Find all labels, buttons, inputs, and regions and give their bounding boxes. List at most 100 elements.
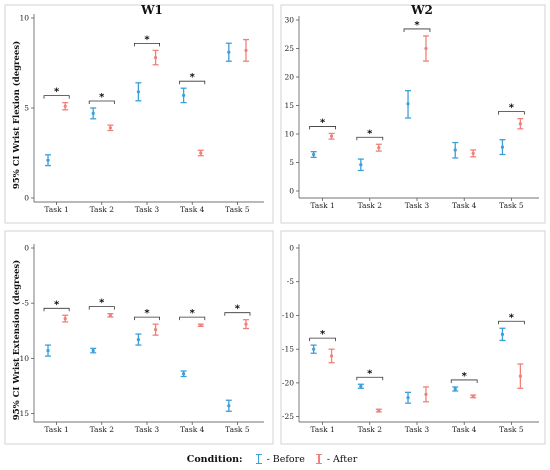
significance-bracket: *	[43, 299, 70, 312]
mean-point	[91, 111, 95, 115]
before-errorbar	[357, 383, 364, 389]
significance-star: *	[509, 312, 515, 323]
y-tick-label: -20	[282, 378, 294, 387]
x-tick-label: Task 2	[90, 425, 115, 434]
y-tick-label: -5	[287, 277, 295, 286]
mean-point	[182, 372, 186, 376]
significance-bracket: *	[134, 308, 160, 321]
before-errorbar	[499, 327, 506, 342]
significance-star: *	[414, 20, 420, 31]
mean-point	[453, 387, 457, 391]
significance-bracket: *	[88, 92, 115, 104]
significance-bracket: *	[403, 20, 431, 32]
after-errorbar	[197, 149, 204, 157]
after-errorbar	[152, 323, 159, 336]
significance-star: *	[367, 368, 373, 379]
before-errorbar	[225, 399, 232, 412]
before-errorbar	[135, 333, 142, 346]
mean-point	[377, 408, 381, 413]
mean-point	[471, 394, 475, 398]
x-tick-label: Task 3	[405, 201, 430, 210]
mean-point	[500, 145, 505, 149]
significance-bracket: *	[309, 117, 336, 130]
y-tick-label: 20	[284, 73, 294, 82]
mean-point	[518, 122, 522, 126]
mean-point	[406, 102, 410, 106]
mean-point	[244, 48, 248, 53]
chart-title: W2	[410, 3, 433, 17]
after-errorbar	[152, 49, 159, 66]
y-tick-label: -15	[282, 345, 294, 354]
significance-bracket: *	[134, 34, 160, 47]
bracket-line	[134, 316, 160, 321]
chart-panel-2: W2 0 5 10 15 20 25 30 Task 1 Task 2 Task 3 Task 4 Ta…	[280, 3, 546, 224]
x-tick-label: Task 4	[180, 425, 205, 434]
significance-bracket: *	[450, 371, 478, 383]
mean-point	[227, 50, 231, 54]
bracket-line	[356, 376, 384, 381]
significance-star: *	[190, 72, 196, 83]
after-errorbar	[470, 394, 477, 399]
mean-point	[153, 328, 158, 332]
bracket-line	[134, 43, 160, 47]
bracket-line	[309, 126, 336, 130]
after-errorbar	[422, 35, 429, 62]
before-errorbar	[45, 154, 52, 167]
after-errorbar	[517, 117, 524, 130]
before-errorbar	[452, 386, 459, 392]
after-errorbar	[197, 323, 204, 327]
bracket-line	[403, 28, 431, 32]
x-tick-label: Task 5	[499, 201, 524, 210]
significance-star: *	[320, 117, 326, 128]
after-errorbar	[517, 363, 524, 389]
panel-frame	[4, 4, 274, 224]
before-errorbar	[499, 139, 506, 156]
before-errorbar	[90, 347, 97, 354]
y-tick-label: 10	[284, 130, 294, 139]
y-tick-label: 0	[24, 244, 29, 253]
before-errorbar	[310, 151, 317, 159]
bracket-line	[498, 320, 525, 325]
x-tick-label: Task 1	[44, 205, 68, 214]
mean-point	[227, 404, 231, 408]
after-errorbar	[107, 124, 114, 132]
significance-bracket: *	[309, 329, 336, 342]
x-tick-label: Task 4	[180, 205, 205, 214]
x-tick-label: Task 2	[358, 425, 383, 434]
significance-star: *	[144, 34, 150, 45]
before-errorbar	[452, 141, 459, 159]
x-tick-label: Task 3	[135, 205, 160, 214]
significance-star: *	[320, 329, 326, 340]
chart-panel-1: W1 0 5 10 Task 1 Task 2 Task 3 Task 4 Task 5 * * * *	[4, 3, 274, 224]
before-errorbar	[310, 344, 317, 354]
after-errorbar	[328, 348, 335, 364]
after-errorbar	[62, 314, 69, 323]
significance-bracket: *	[179, 72, 206, 85]
mean-point	[377, 146, 381, 150]
x-tick-label: Task 3	[405, 425, 430, 434]
chart-panel-4: 0 -5 -10 -15 -20 -25 Task 1 Task 2 Task 3 Task 4 T…	[280, 230, 546, 445]
panel-frame	[280, 4, 546, 224]
y-tick-label: 0	[24, 194, 29, 203]
y-tick-label: -10	[17, 354, 29, 363]
after-errorbar	[375, 143, 382, 152]
mean-point	[153, 56, 158, 60]
significance-star: *	[367, 128, 373, 139]
significance-bracket: *	[356, 128, 384, 141]
mean-point	[91, 349, 95, 353]
x-tick-label: Task 5	[225, 425, 250, 434]
x-tick-label: Task 2	[358, 201, 383, 210]
y-tick-label: -25	[282, 412, 294, 421]
bracket-line	[88, 100, 115, 104]
before-errorbar	[180, 370, 187, 378]
significance-bracket: *	[356, 368, 384, 381]
legend-label-after: - After	[326, 453, 358, 465]
y-tick-label: 25	[284, 44, 294, 53]
significance-star: *	[235, 304, 241, 315]
mean-point	[312, 152, 316, 157]
bracket-line	[498, 111, 525, 115]
significance-bracket: *	[498, 103, 525, 115]
y-tick-label: 0	[289, 187, 294, 196]
significance-star: *	[54, 299, 60, 310]
significance-bracket: *	[88, 298, 115, 310]
